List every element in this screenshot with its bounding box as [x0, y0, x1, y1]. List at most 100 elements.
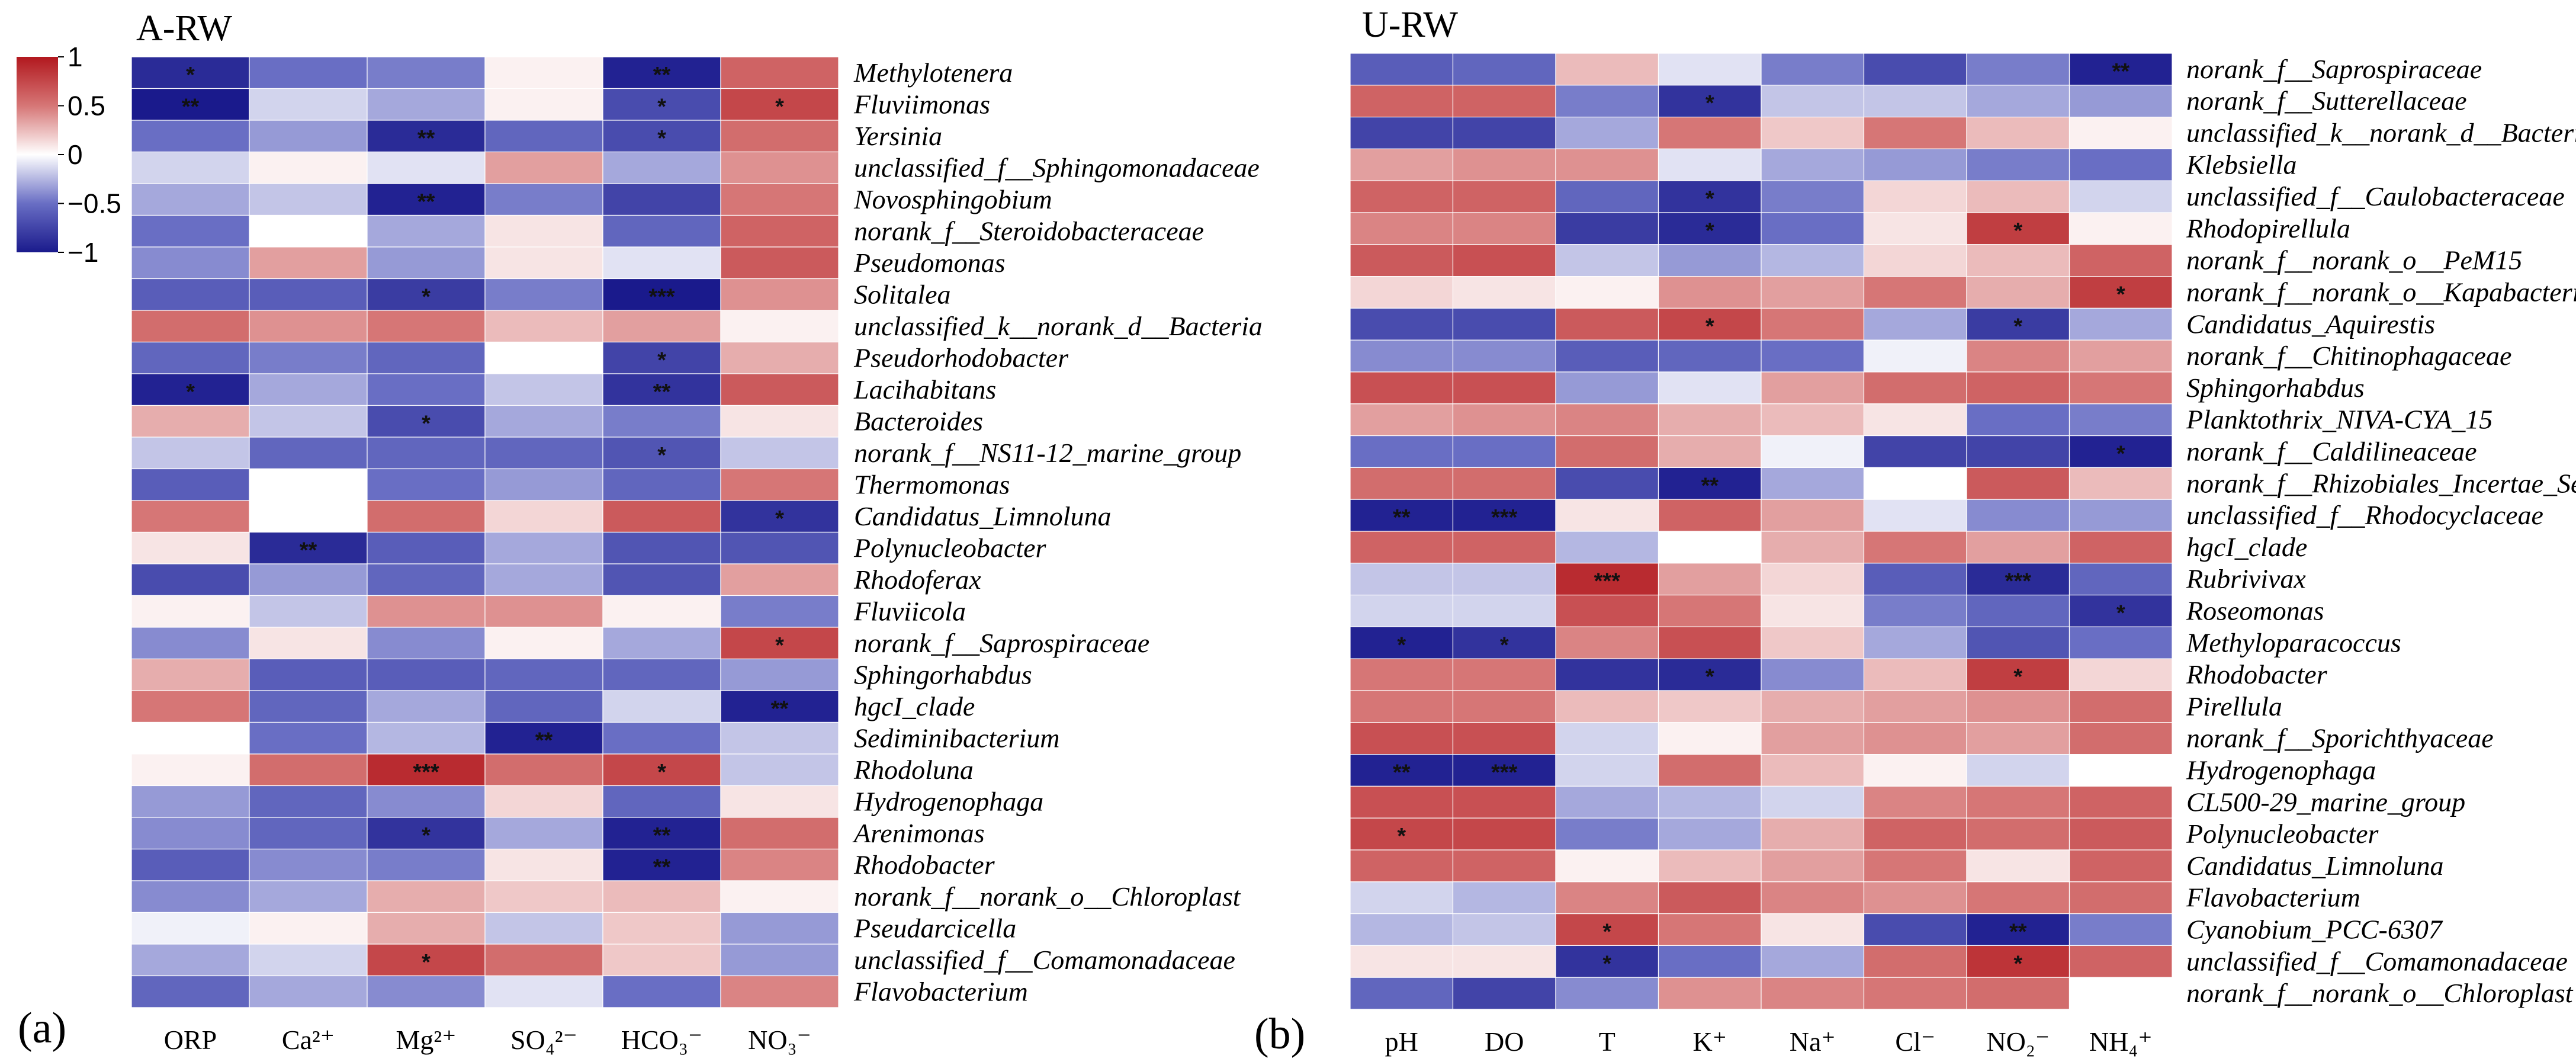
colorbar-tick-label: 1 [68, 41, 83, 72]
heatmap-cell [131, 120, 250, 153]
heatmap-cell [1555, 563, 1659, 596]
heatmap-cell [1350, 722, 1454, 755]
panel-title: U-RW [1362, 5, 1458, 45]
row-label: norank_f__norank_o__Kapabacteriales [2186, 277, 2576, 307]
heatmap-cell [1863, 945, 1967, 978]
significance-marker: * [657, 94, 666, 119]
heatmap-cell [1966, 403, 2070, 437]
column-label: HCO₃⁻ [621, 1025, 702, 1055]
heatmap-cell [484, 658, 603, 691]
heatmap-cell [2068, 403, 2173, 437]
heatmap-cell [1761, 690, 1865, 723]
heatmap-cell [1761, 849, 1865, 883]
heatmap-cell [1658, 85, 1762, 118]
heatmap-cell [1555, 212, 1659, 245]
heatmap-cell [1452, 53, 1556, 86]
heatmap-cell [2068, 594, 2173, 627]
heatmap-cell [1966, 722, 2070, 755]
heatmap-panel-b: U-RW(b)***** *** ****** ****** ***** ** *** ***… [1254, 5, 2576, 1058]
heatmap-cell [1966, 53, 2070, 86]
heatmap-cell [1350, 180, 1454, 213]
heatmap-cell [602, 310, 721, 343]
row-label: Hydrogenophaga [853, 786, 1043, 816]
heatmap-cell [1658, 722, 1762, 755]
heatmap-cell [1350, 53, 1454, 86]
heatmap-cell [602, 563, 721, 596]
heatmap-cell [1658, 626, 1762, 659]
heatmap-cell [1863, 499, 1967, 532]
column-label: T [1599, 1026, 1615, 1057]
heatmap-cell [720, 658, 839, 691]
heatmap-cell [1452, 594, 1556, 627]
heatmap-cell [1555, 977, 1659, 1010]
heatmap-cell [1555, 53, 1659, 86]
heatmap-cell [1863, 371, 1967, 405]
heatmap-cell [720, 595, 839, 628]
row-label: norank_f__Sutterellaceae [2186, 86, 2467, 116]
heatmap-cell [1350, 594, 1454, 627]
heatmap-cell [1761, 180, 1865, 213]
heatmap-cell [1555, 594, 1659, 627]
heatmap-cell [720, 880, 839, 913]
heatmap-cell [131, 310, 250, 343]
heatmap-cell [1555, 626, 1659, 659]
heatmap-cell [367, 151, 486, 184]
heatmap-cell [1761, 817, 1865, 851]
significance-marker: *** [1491, 761, 1518, 785]
heatmap-cell [1863, 403, 1967, 437]
row-label: Fluviicola [853, 596, 966, 626]
heatmap-cell [249, 753, 368, 787]
heatmap-cell [1761, 148, 1865, 181]
significance-marker: * [2013, 219, 2022, 243]
significance-marker: *** [648, 284, 675, 309]
heatmap-cell [1863, 977, 1967, 1010]
heatmap-cell [249, 214, 368, 248]
heatmap-cell [1555, 499, 1659, 532]
row-label: Novosphingobium [853, 184, 1052, 214]
row-label: unclassified_f__Sphingomonadaceae [854, 152, 1260, 182]
heatmap-cell [602, 721, 721, 755]
heatmap-cell [2068, 499, 2173, 532]
heatmap-cell [484, 56, 603, 89]
column-label: NO₃⁻ [748, 1025, 811, 1055]
heatmap-cell [2068, 753, 2173, 787]
heatmap-cell [249, 405, 368, 438]
heatmap-cell [249, 278, 368, 311]
significance-marker: * [1705, 219, 1714, 243]
heatmap-cell [249, 88, 368, 121]
heatmap-cell [484, 214, 603, 248]
heatmap-cell [1350, 148, 1454, 181]
significance-marker: ** [2009, 920, 2027, 945]
heatmap-cell [602, 880, 721, 913]
heatmap-cell [1452, 148, 1556, 181]
heatmap-cell [2068, 212, 2173, 245]
heatmap-cell [1658, 371, 1762, 405]
heatmap-cell [2068, 913, 2173, 946]
heatmap-cell [1350, 244, 1454, 277]
row-label: Candidatus_Limnoluna [2186, 851, 2444, 881]
column-label: Cl⁻ [1895, 1026, 1935, 1057]
heatmap-cell [2068, 53, 2173, 86]
heatmap-cell [367, 500, 486, 533]
row-label: unclassified_f__Caulobacteraceae [2186, 181, 2565, 211]
heatmap-cell [1452, 722, 1556, 755]
colorbar-tick-label: 0.5 [68, 91, 105, 121]
heatmap-cell [249, 373, 368, 406]
heatmap-cell [484, 88, 603, 121]
row-label: Rhodoferax [853, 564, 981, 595]
heatmap-cell [367, 975, 486, 1008]
heatmap-cell [2068, 339, 2173, 373]
heatmap-cell [1863, 531, 1967, 564]
heatmap-cell [249, 595, 368, 628]
heatmap-cell [367, 658, 486, 691]
heatmap-cell [2068, 563, 2173, 596]
heatmap-cell [1350, 849, 1454, 883]
heatmap-cell [1863, 435, 1967, 468]
heatmap-cell [1863, 276, 1967, 309]
heatmap-cell [131, 721, 250, 755]
significance-marker: ** [653, 855, 671, 880]
row-label: unclassified_k__norank_d__Bacteria [2186, 118, 2576, 148]
heatmap-cell [720, 468, 839, 501]
heatmap-cell [1966, 435, 2070, 468]
heatmap-cell [131, 658, 250, 691]
